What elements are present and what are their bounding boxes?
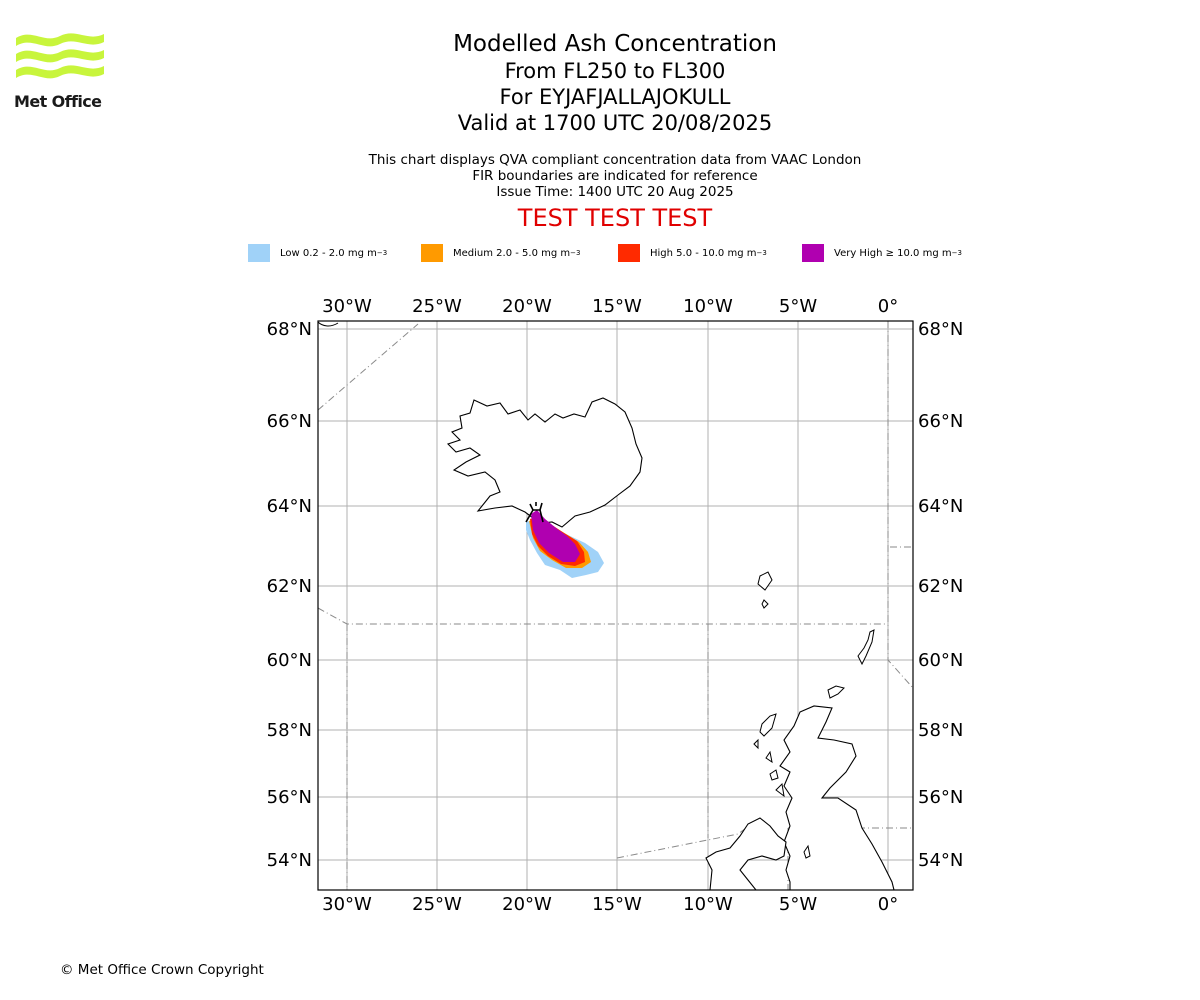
lon-tick-bottom: 0°: [878, 894, 898, 915]
lat-tick-left: 66°N: [267, 411, 312, 432]
legend-swatch-high: [618, 244, 640, 262]
test-banner: TEST TEST TEST: [517, 204, 713, 232]
lon-tick-top: 10°W: [683, 296, 733, 317]
iceland-coastline: [446, 397, 643, 528]
legend-label-very-high: Very High ≥ 10.0 mg m: [834, 247, 952, 259]
legend-item-very-high: Very High ≥ 10.0 mg m −3: [802, 244, 962, 262]
legend-exp-high: −3: [756, 249, 767, 257]
legend-exp-low: −3: [376, 249, 388, 257]
lat-tick-left: 62°N: [267, 576, 312, 597]
legend-swatch-very-high: [802, 244, 824, 262]
legend-label-medium: Medium 2.0 - 5.0 mg m: [453, 247, 571, 259]
note-issue-time: Issue Time: 1400 UTC 20 Aug 2025: [496, 184, 734, 200]
orkney-islands: [827, 685, 845, 699]
lon-tick-bottom: 5°W: [779, 894, 817, 915]
lon-tick-bottom: 30°W: [322, 894, 372, 915]
lon-tick-top: 15°W: [592, 296, 642, 317]
great-britain-coastline: [779, 705, 895, 890]
map-frame: [317, 320, 914, 891]
lon-tick-top: 0°: [878, 296, 898, 317]
right-axis: 68°N 66°N 64°N 62°N 60°N 58°N 56°N 54°N: [918, 319, 963, 871]
flight-level-range: From FL250 to FL300: [504, 59, 726, 83]
met-office-waves-icon: [16, 33, 104, 79]
volcano-name: For EYJAFJALLAJOKULL: [499, 85, 731, 109]
legend-swatch-low: [248, 244, 270, 262]
legend-item-medium: Medium 2.0 - 5.0 mg m −3: [421, 244, 580, 262]
lat-tick-right: 54°N: [918, 850, 963, 871]
greenland-coast-fragment: [318, 321, 339, 327]
lat-tick-left: 60°N: [267, 650, 312, 671]
lat-tick-left: 54°N: [267, 850, 312, 871]
valid-time: Valid at 1700 UTC 20/08/2025: [457, 111, 773, 135]
lon-tick-top: 30°W: [322, 296, 372, 317]
map-content: [318, 321, 913, 890]
isle-of-man: [803, 844, 811, 859]
lat-tick-right: 64°N: [918, 496, 963, 517]
legend-exp-medium: −3: [570, 249, 581, 257]
legend-item-low: Low 0.2 - 2.0 mg m −3: [248, 244, 387, 262]
title-block: Modelled Ash Concentration From FL250 to…: [0, 30, 1200, 232]
legend-label-low: Low 0.2 - 2.0 mg m: [280, 247, 377, 259]
lat-tick-right: 68°N: [918, 319, 963, 340]
volcano-marker-icon: [525, 502, 544, 523]
lon-tick-bottom: 25°W: [412, 894, 462, 915]
lat-tick-left: 58°N: [267, 720, 312, 741]
copyright: © Met Office Crown Copyright: [60, 962, 264, 978]
lon-tick-top: 5°W: [779, 296, 817, 317]
note-fir: FIR boundaries are indicated for referen…: [472, 168, 758, 184]
legend-exp-very-high: −3: [951, 249, 962, 257]
met-office-logo: Met Office: [14, 30, 106, 111]
ash-very-high: [531, 510, 580, 562]
faroe-islands: [757, 571, 773, 609]
lon-tick-top: 20°W: [502, 296, 552, 317]
lon-tick-bottom: 10°W: [683, 894, 733, 915]
hebrides-islands: [753, 713, 785, 798]
lat-tick-right: 58°N: [918, 720, 963, 741]
top-axis: 30°W 25°W 20°W 15°W 10°W 5°W 0°: [322, 296, 898, 317]
left-axis: 68°N 66°N 64°N 62°N 60°N 58°N 56°N 54°N: [267, 319, 312, 871]
bottom-axis: 30°W 25°W 20°W 15°W 10°W 5°W 0°: [322, 894, 898, 915]
shetland-islands: [857, 629, 875, 666]
lat-tick-left: 68°N: [267, 319, 312, 340]
notes: This chart displays QVA compliant concen…: [0, 152, 1200, 200]
ireland-coastline: [705, 817, 787, 890]
lat-tick-left: 56°N: [267, 787, 312, 808]
lon-tick-top: 25°W: [412, 296, 462, 317]
lat-tick-left: 64°N: [267, 496, 312, 517]
lat-tick-right: 60°N: [918, 650, 963, 671]
logo-text: Met Office: [14, 92, 102, 111]
lat-tick-right: 62°N: [918, 576, 963, 597]
lon-tick-bottom: 20°W: [502, 894, 552, 915]
legend-item-high: High 5.0 - 10.0 mg m −3: [618, 244, 767, 262]
note-qva: This chart displays QVA compliant concen…: [368, 152, 862, 168]
lat-tick-right: 56°N: [918, 787, 963, 808]
lat-tick-right: 66°N: [918, 411, 963, 432]
legend-label-high: High 5.0 - 10.0 mg m: [650, 247, 757, 259]
lon-tick-bottom: 15°W: [592, 894, 642, 915]
chart-title: Modelled Ash Concentration: [453, 31, 777, 57]
legend-swatch-medium: [421, 244, 443, 262]
